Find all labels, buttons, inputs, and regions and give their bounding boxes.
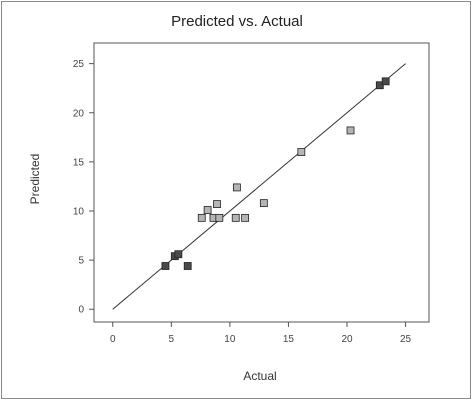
- x-tick-label: 15: [283, 334, 295, 345]
- x-tick-label: 25: [400, 334, 412, 345]
- data-point: [161, 262, 170, 270]
- data-point: [203, 206, 212, 214]
- data-point: [297, 148, 306, 156]
- reference-line: [112, 63, 406, 310]
- data-point: [259, 199, 268, 208]
- y-tick-label: 10: [73, 206, 85, 217]
- x-axis-ticks: 0 5 10 15 20 25: [110, 322, 412, 345]
- data-points: [161, 77, 390, 270]
- x-axis-label: Actual: [243, 369, 277, 383]
- data-point: [233, 183, 241, 192]
- x-tick-label: 20: [341, 334, 353, 345]
- y-axis-ticks: 0 5 10 15 20 25: [73, 59, 94, 316]
- y-tick-label: 25: [73, 59, 85, 70]
- data-point: [197, 213, 206, 222]
- x-tick-label: 10: [224, 334, 236, 345]
- data-point: [375, 81, 384, 90]
- plot-area: [93, 42, 430, 323]
- data-point: [215, 213, 224, 222]
- data-point: [213, 200, 221, 209]
- x-tick-label: 5: [169, 334, 175, 345]
- y-tick-label: 0: [78, 305, 84, 316]
- data-point: [241, 213, 250, 222]
- data-point: [381, 77, 390, 86]
- y-axis-label: Predicted: [28, 153, 42, 205]
- y-tick-label: 15: [73, 157, 85, 168]
- y-tick-label: 5: [78, 256, 84, 267]
- chart-title: Predicted vs. Actual: [171, 13, 303, 30]
- data-point: [174, 250, 183, 259]
- x-tick-label: 0: [110, 334, 116, 345]
- data-point: [346, 126, 355, 135]
- data-point: [231, 213, 240, 222]
- y-tick-label: 20: [73, 108, 85, 119]
- data-point: [183, 262, 192, 270]
